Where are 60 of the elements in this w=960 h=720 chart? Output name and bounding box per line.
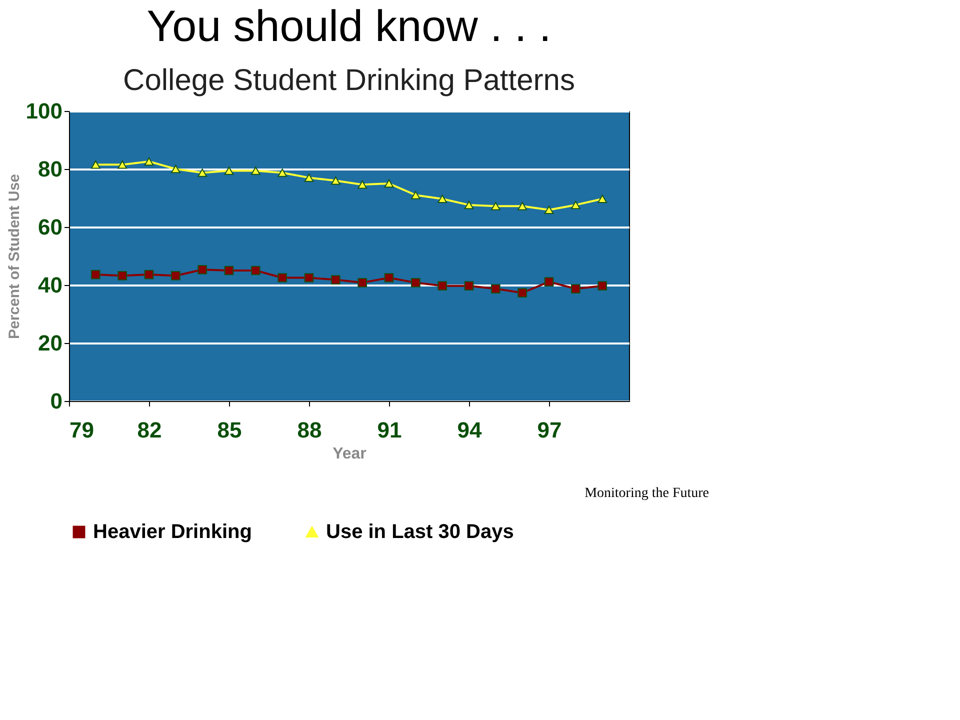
y-tick-label: 40 [38, 272, 62, 298]
point [518, 202, 528, 210]
y-tick-label: 100 [26, 98, 62, 124]
y-axis-title: Percent of Student Use [6, 174, 23, 340]
point [304, 174, 314, 182]
point [250, 266, 260, 276]
x-tick-label: 94 [457, 418, 482, 442]
chart-subtitle: College Student Drinking Patterns [123, 64, 575, 97]
point [144, 157, 154, 166]
point [170, 164, 180, 174]
point [570, 200, 580, 210]
text: Monitoring the Future [584, 486, 709, 501]
point [278, 273, 288, 282]
y-tick-label: 80 [38, 156, 62, 182]
x-tick-label: 79 [70, 418, 94, 442]
point [224, 166, 234, 175]
point [170, 271, 180, 280]
point [598, 281, 608, 291]
point [384, 273, 394, 282]
point [198, 168, 208, 177]
point [518, 288, 528, 298]
point [304, 273, 314, 282]
y-tick-label: 20 [38, 330, 62, 356]
point [358, 278, 368, 288]
point [410, 278, 420, 288]
x-tick-label: 82 [137, 418, 162, 442]
point [278, 168, 288, 177]
point [118, 271, 128, 280]
chart-title: You should know . . . [146, 2, 552, 51]
point [544, 277, 554, 286]
x-tick-label: 97 [537, 418, 562, 442]
point [90, 160, 100, 169]
point [224, 266, 234, 276]
point [330, 176, 340, 185]
point [358, 180, 368, 189]
point [438, 194, 448, 203]
point [544, 206, 554, 214]
point [330, 275, 340, 284]
point [490, 284, 500, 294]
point [384, 179, 394, 188]
point [438, 281, 448, 291]
point [570, 284, 580, 294]
point [250, 166, 260, 175]
point [118, 160, 128, 169]
point [598, 194, 608, 203]
x-tick-label: 85 [217, 418, 242, 442]
x-tick-label: 91 [377, 418, 402, 442]
x-tick-label: 88 [297, 418, 322, 442]
point [410, 190, 420, 200]
point [90, 270, 100, 280]
point [490, 202, 500, 210]
x-axis-title: Year [332, 446, 366, 462]
point [144, 270, 154, 280]
point [464, 200, 474, 210]
legend-label: Heavier Drinking [93, 521, 252, 543]
point [464, 281, 474, 291]
point [198, 264, 208, 274]
y-tick-label: 0 [50, 388, 62, 414]
legend-label: Use in Last 30 Days [326, 521, 514, 543]
y-tick-label: 60 [38, 214, 62, 240]
